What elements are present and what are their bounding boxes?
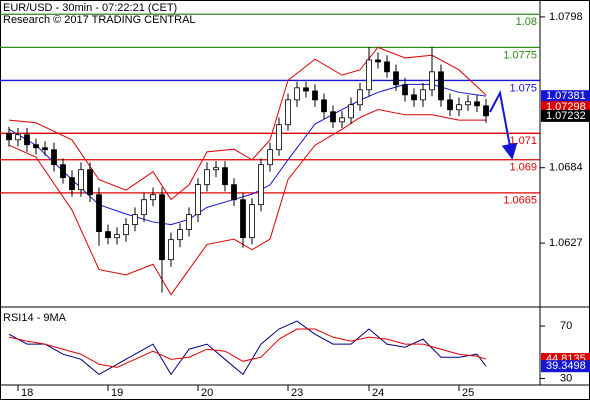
candle-body [447,99,453,111]
candle-body [87,169,93,196]
candle-body [240,199,246,239]
price-tag-label: 1.07232 [546,110,586,122]
y-tick-label: 1.0684 [549,162,583,174]
level-label: 1.069 [509,162,537,174]
candle-body [123,224,129,236]
candle-body [168,239,174,261]
candle-body [78,169,84,191]
price-panel [0,13,540,296]
candle-body [357,89,363,106]
axes: 1.0798 1.0684 1.0627 1.08 1.0775 1.075 1.071 1.… [17,11,590,399]
candle-body [267,149,273,166]
candle-body [312,90,318,101]
price-tag [541,109,590,122]
level-label: 1.0665 [503,195,537,207]
y-tick-label: 30 [560,372,572,384]
indicator-line [8,46,487,201]
candle-body [141,199,147,216]
candle-body [474,101,480,107]
candle-body [159,194,165,261]
y-tick-label: 70 [560,320,572,332]
candle-body [384,61,390,73]
candle-body [96,194,102,232]
candle-body [438,71,444,101]
candle-body [321,99,327,113]
x-tick-label: 19 [111,387,123,399]
candle-body [483,105,489,117]
candle-body [6,132,12,141]
candle-body [249,204,255,239]
candle-body [114,234,120,239]
chart-title: EUR/USD - 30min - 07:22:21 (CET) [3,2,177,14]
candle-body [186,214,192,231]
level-label: 1.071 [509,135,537,147]
candle-body [213,167,219,171]
candle-body [456,104,462,111]
level-label: 1.08 [516,16,537,28]
rsi-line [8,328,487,368]
chart-subtitle: Research © 2017 TRADING CENTRAL [3,14,196,26]
candle-body [105,231,111,239]
level-label: 1.075 [509,82,537,94]
candle-body [24,134,30,146]
forecast-arrow [489,89,518,160]
candle-body [69,177,75,191]
x-tick-label: 25 [462,387,474,399]
candle-body [465,101,471,106]
value-tag [541,360,590,373]
candle-body [258,164,264,206]
candle-body [51,149,57,166]
candle-body [411,94,417,101]
price-tag [541,90,590,103]
y-tick-label: 1.0798 [549,11,583,23]
candle-body [393,71,399,86]
candle-body [231,184,237,201]
candle-body [429,71,435,91]
candle-body [330,111,336,123]
candle-body [276,124,282,151]
rsi-panel [8,320,487,376]
level-label: 1.0775 [503,49,537,61]
x-tick-label: 23 [291,387,303,399]
candle-body [222,167,228,186]
candle-body [285,99,291,126]
candle-body [204,169,210,186]
candle-body [303,87,309,92]
value-tag-label: 39.3498 [546,360,586,372]
rsi-title: RSI14 - 9MA [3,312,67,324]
candle-body [402,84,408,96]
candle-body [195,184,201,216]
price-tag-label: 1.07381 [546,90,586,102]
candle-body [348,104,354,119]
candle-body [177,229,183,241]
candle-body [132,214,138,225]
candle-body [15,134,21,141]
x-tick-label: 24 [372,387,384,399]
x-tick-label: 18 [21,387,33,399]
indicator-line [8,108,486,296]
candle-body [420,89,426,101]
y-tick-label: 1.0627 [549,237,583,249]
candle-body [366,59,372,91]
candle-body [33,144,39,149]
candle-body [60,164,66,179]
candle-body [294,87,300,101]
x-tick-label: 20 [201,387,213,399]
candle-body [339,117,345,123]
candle-body [150,194,156,201]
candle-body [42,147,48,151]
candle-body [375,59,381,63]
